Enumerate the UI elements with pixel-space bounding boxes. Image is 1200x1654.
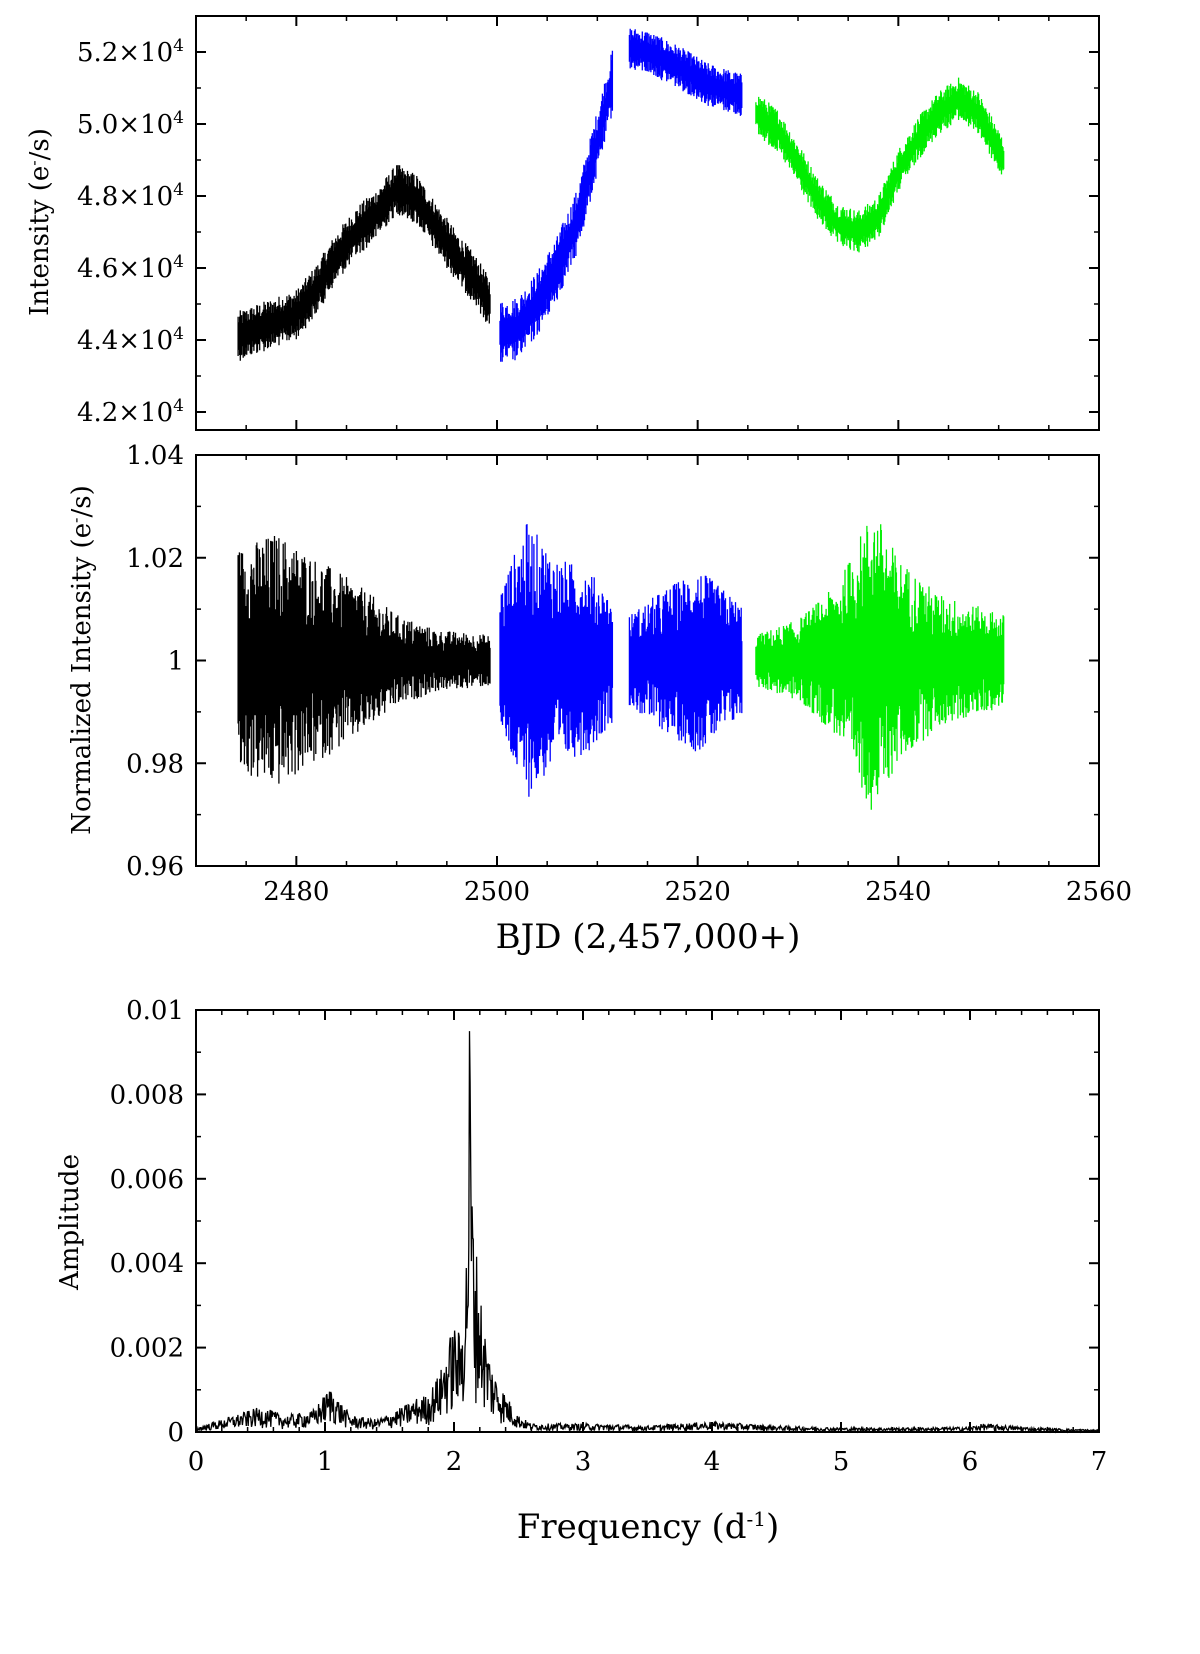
raw-series-4	[755, 77, 1005, 253]
amplitude-ytick-label: 0.006	[110, 1165, 184, 1195]
bjd-xtick-label: 2520	[665, 877, 731, 907]
raw-data-layer	[237, 28, 1005, 362]
frequency-xtick-label: 4	[704, 1447, 721, 1477]
frequency-xtick-label: 0	[188, 1447, 205, 1477]
raw-ytick-labels: 4.2×104 4.4×104 4.6×104 4.8×104 5.0×104 5.2×1…	[77, 36, 184, 428]
raw-ytick-label: 5.0×104	[77, 108, 184, 140]
normalized-series-4	[755, 524, 1005, 810]
bjd-xtick-label: 2500	[464, 877, 530, 907]
normalized-ytick-label: 1.04	[126, 441, 184, 471]
normalized-ytick-label: 0.96	[126, 852, 184, 882]
normalized-ytick-label: 0.98	[126, 749, 184, 779]
amplitude-ytick-label: 0.01	[126, 996, 184, 1026]
frequency-xtick-label: 5	[833, 1447, 850, 1477]
normalized-ticks	[196, 454, 1100, 867]
bjd-xtick-label: 2480	[263, 877, 329, 907]
frequency-xtick-label: 3	[575, 1447, 592, 1477]
raw-series-1	[237, 165, 491, 361]
raw-ytick-label: 4.6×104	[77, 252, 184, 284]
raw-series-3	[628, 28, 743, 116]
raw-y-axis-label: Intensity (e-/s)	[24, 128, 56, 316]
raw-series-2	[499, 50, 614, 362]
bjd-x-axis-label: BJD (2,457,000+)	[496, 917, 801, 957]
amplitude-ytick-label: 0.004	[110, 1249, 184, 1279]
raw-intensity-panel: 4.2×104 4.4×104 4.6×104 4.8×104 5.0×104 5.2×1…	[24, 15, 1100, 431]
normalized-series-1	[237, 536, 491, 784]
raw-ticks	[196, 16, 1099, 430]
frequency-xtick-label: 1	[317, 1447, 334, 1477]
amplitude-ytick-label: 0.002	[110, 1334, 184, 1364]
periodogram-series	[195, 1031, 1100, 1434]
bjd-xtick-label: 2540	[865, 877, 931, 907]
amplitude-ytick-label: 0.008	[110, 1080, 184, 1110]
normalized-ytick-label: 1	[167, 647, 184, 677]
raw-ytick-label: 4.4×104	[77, 324, 184, 356]
frequency-xtick-label: 7	[1091, 1447, 1108, 1477]
normalized-tick-labels: 0.96 0.98 1 1.02 1.04 2480 2500 2520 2540 2560	[126, 441, 1132, 907]
amplitude-y-axis-label: Amplitude	[55, 1154, 85, 1291]
periodogram-tick-labels: 0 0.002 0.004 0.006 0.008 0.01 0 1 2 3 4 5 6 7	[110, 996, 1108, 1477]
normalized-intensity-panel: 0.96 0.98 1 1.02 1.04 2480 2500 2520 2540 2560 No…	[66, 441, 1133, 957]
bjd-xtick-label: 2560	[1066, 877, 1132, 907]
normalized-series-3	[628, 575, 743, 752]
raw-ytick-label: 4.2×104	[77, 396, 184, 428]
frequency-xtick-label: 6	[962, 1447, 979, 1477]
raw-ytick-label: 4.8×104	[77, 180, 184, 212]
periodogram-panel: 0 0.002 0.004 0.006 0.008 0.01 0 1 2 3 4 5 6 7 Amplit…	[55, 996, 1107, 1547]
normalized-series-2	[499, 524, 614, 797]
frequency-xtick-label: 2	[446, 1447, 463, 1477]
raw-plot-frame	[195, 15, 1100, 431]
frequency-x-axis-label: Frequency (d-1)	[517, 1507, 779, 1547]
periodogram-plot-frame	[195, 1009, 1100, 1433]
normalized-ytick-label: 1.02	[126, 544, 184, 574]
periodogram-data-layer	[195, 1031, 1100, 1434]
periodogram-ticks	[195, 1009, 1100, 1433]
raw-ytick-label: 5.2×104	[77, 36, 184, 68]
normalized-data-layer	[237, 524, 1005, 810]
amplitude-ytick-label: 0	[167, 1418, 184, 1448]
normalized-y-axis-label: Normalized Intensity (e-/s)	[66, 485, 98, 834]
